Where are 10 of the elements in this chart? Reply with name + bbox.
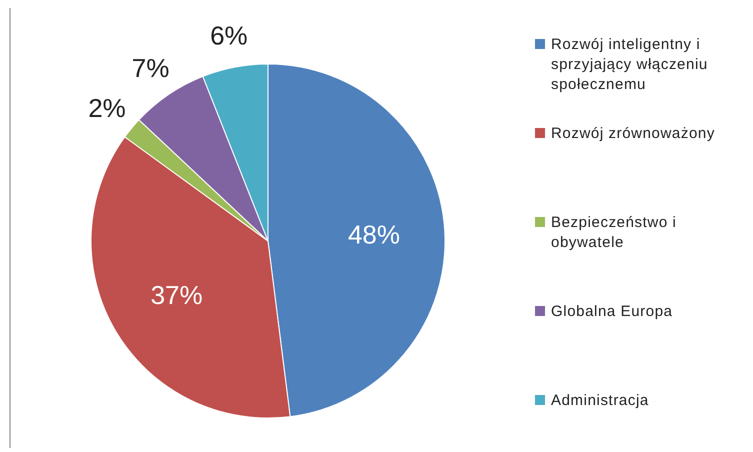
legend-label: Administracja	[551, 392, 649, 409]
data-label: 7%	[132, 53, 170, 84]
data-label: 2%	[88, 92, 126, 123]
legend-label: Rozwój zrównoważony	[551, 125, 715, 142]
legend-label: Bezpieczeństwo i obywatele	[551, 214, 676, 251]
data-label: 48%	[348, 219, 400, 250]
legend-label: Rozwój inteligentny i sprzyjający włączeniu społecznemu	[551, 36, 708, 93]
legend-label: Globalna Europa	[551, 303, 673, 320]
data-label: 6%	[210, 20, 248, 51]
data-label: 37%	[150, 280, 203, 310]
